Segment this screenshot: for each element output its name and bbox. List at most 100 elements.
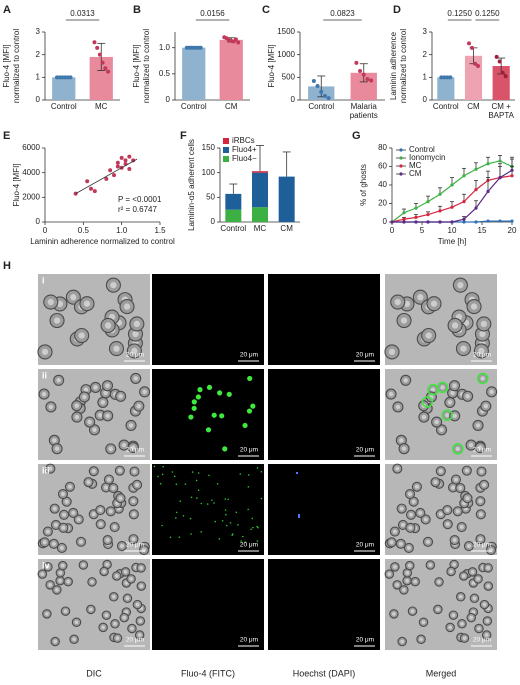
cell-center <box>60 492 65 497</box>
legend-label: Fluo4+ <box>232 145 257 154</box>
fluorescent-speck <box>224 509 227 511</box>
y-tick-label: 40 <box>378 180 387 189</box>
scale-bar-label: 20 μm <box>473 542 491 549</box>
fluorescent-speck <box>157 475 159 478</box>
data-point <box>442 75 447 80</box>
fluorescent-speck <box>159 482 162 485</box>
data-point <box>414 215 418 219</box>
cell-center <box>389 540 394 545</box>
data-point <box>474 188 478 192</box>
cell-center <box>56 300 64 308</box>
scale-bar-label: 20 μm <box>240 447 258 454</box>
fluorescent-cell <box>246 408 253 414</box>
x-tick-label: MC <box>95 102 108 111</box>
cell-center <box>413 579 418 584</box>
cell-center <box>76 517 81 522</box>
data-point <box>450 183 454 187</box>
label-box: CM <box>280 224 292 233</box>
cell-center <box>98 522 103 527</box>
data-point <box>497 59 502 64</box>
cell-center <box>388 391 394 397</box>
y-axis-label: Fluo-4 [MFI] <box>2 44 11 87</box>
cell-center <box>117 468 122 473</box>
y-tick-label: 0 <box>423 95 428 104</box>
fluorescent-speck <box>260 497 263 500</box>
fluorescent-speck <box>247 474 250 476</box>
cell-center <box>51 541 56 546</box>
x-tick-label: 0 <box>43 226 48 235</box>
column-label: Fluo-4 (FITC) <box>181 668 235 678</box>
scale-bar-label: 20 μm <box>126 447 144 454</box>
cell-center <box>405 570 410 575</box>
data-point <box>510 219 514 223</box>
fluorescent-speck <box>256 525 258 528</box>
row-label: i <box>42 275 45 285</box>
fluorescent-speck <box>237 524 239 526</box>
x-tick-label: Control <box>180 102 207 111</box>
x-tick-label: Control <box>50 102 77 111</box>
cell-center <box>471 581 476 585</box>
y-axis-label: Fluo-4 [MFI] <box>267 44 276 87</box>
x-tick-label: 1.5 <box>154 226 166 235</box>
cell-center <box>392 529 397 534</box>
cell-center <box>133 320 141 328</box>
cell-center <box>129 577 133 581</box>
scale-bar-label: 20 μm <box>126 352 144 359</box>
cell-center <box>460 345 467 352</box>
fluorescent-speck <box>214 520 217 523</box>
cell-center <box>104 613 109 618</box>
cell-center <box>452 413 457 419</box>
panel-label: C <box>262 4 270 16</box>
cell-center <box>440 385 445 390</box>
fluorescent-speck <box>175 517 177 519</box>
cell-center <box>138 619 143 623</box>
cell-center <box>106 477 111 482</box>
data-point <box>414 220 418 224</box>
cell-center <box>70 294 77 301</box>
x-tick-label: Malaria patients <box>349 102 378 120</box>
cell-center <box>136 403 142 409</box>
cell-center <box>470 303 478 310</box>
y-tick-label: 150 <box>202 143 216 152</box>
data-point <box>438 220 442 224</box>
cell-center <box>137 633 142 637</box>
cell-center <box>452 537 457 543</box>
cell-center <box>475 423 481 428</box>
fluorescent-speck <box>153 465 156 468</box>
cell-center <box>104 485 109 490</box>
cell-center <box>48 582 53 587</box>
fluorescent-speck <box>218 538 221 540</box>
cell-center <box>452 562 457 567</box>
cell-center <box>449 569 453 574</box>
data-point <box>402 217 406 221</box>
fluorescent-speck <box>256 467 259 469</box>
fluorescent-cell <box>205 427 212 433</box>
cell-center <box>435 607 440 612</box>
cell-center <box>131 512 136 517</box>
cell-center <box>40 572 45 576</box>
cell-center <box>482 602 487 607</box>
y-tick-label: 0 <box>383 217 388 226</box>
fluorescent-speck <box>229 522 232 524</box>
data-point <box>414 206 418 210</box>
cell-center <box>403 378 408 383</box>
legend-marker <box>399 164 403 168</box>
cell-center <box>485 619 490 623</box>
cell-center <box>125 596 130 601</box>
y-tick-label: 500 <box>282 72 296 81</box>
fluorescent-cell <box>191 405 197 411</box>
label-box: Malaria patients <box>349 102 378 120</box>
cell-center <box>489 389 494 395</box>
y-tick-label: 1500 <box>277 27 295 36</box>
panel-label: D <box>393 4 401 16</box>
legend-label: MC <box>409 161 422 170</box>
data-point <box>95 45 100 50</box>
cell-center <box>118 394 123 399</box>
label-box: CM + BAPTA <box>488 102 514 120</box>
legend-marker <box>399 156 403 160</box>
cell-center <box>406 545 411 550</box>
fluorescent-speck <box>221 519 224 522</box>
x-tick-label: 20 <box>508 226 517 235</box>
fluorescent-speck <box>197 472 200 474</box>
data-point <box>486 162 490 166</box>
